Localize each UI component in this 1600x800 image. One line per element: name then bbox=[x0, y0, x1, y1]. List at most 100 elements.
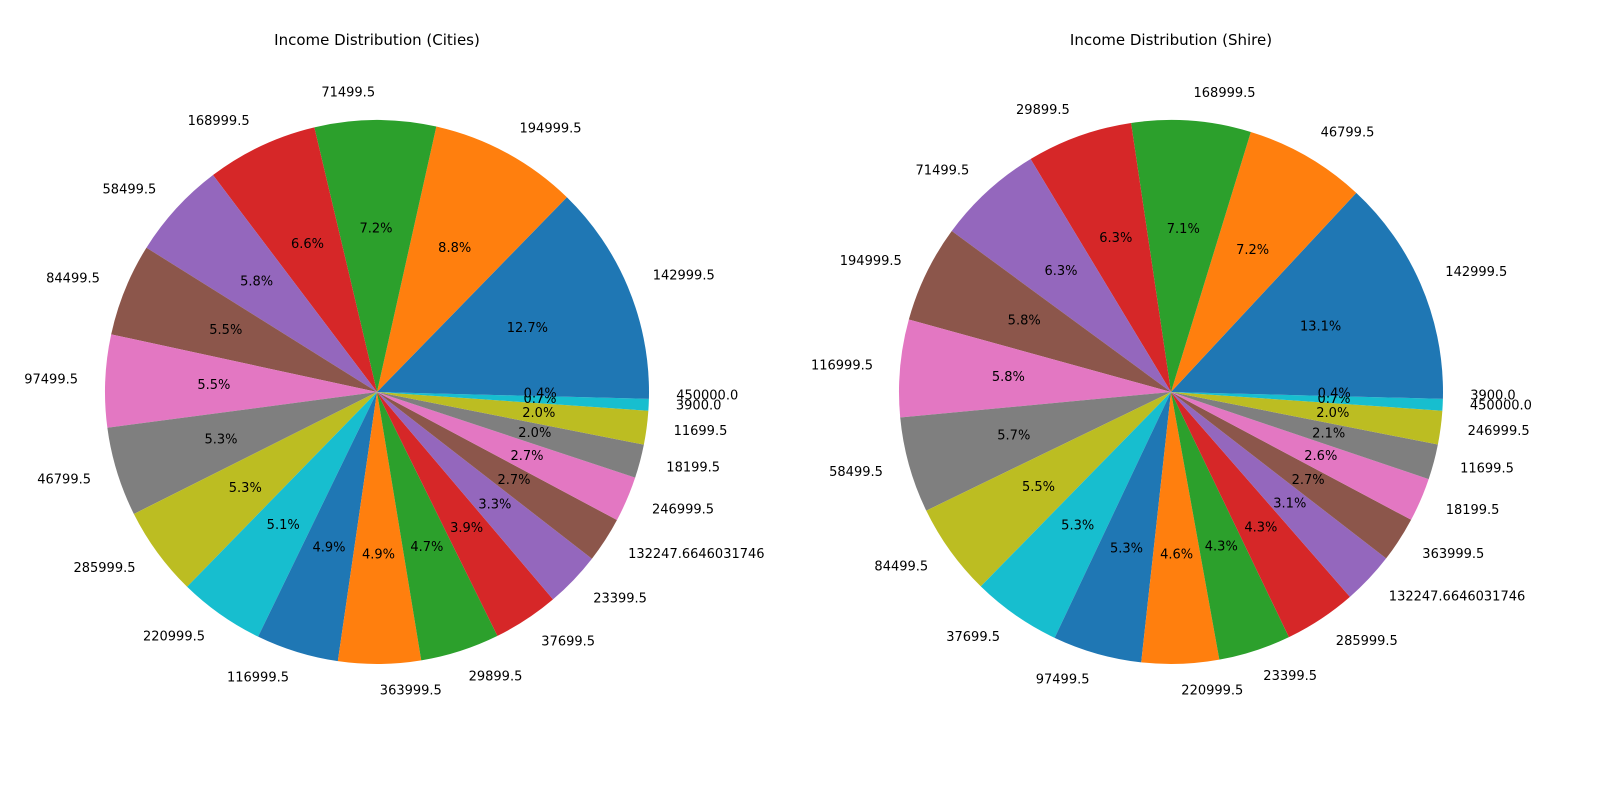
pie-slice bbox=[111, 247, 378, 392]
pie-slice bbox=[1171, 392, 1350, 638]
pie-slice bbox=[104, 334, 378, 428]
pie-slice bbox=[1141, 392, 1220, 664]
pie-slice bbox=[146, 175, 377, 392]
slice-label: 363999.5 bbox=[1422, 547, 1484, 562]
slice-label: 116999.5 bbox=[811, 358, 873, 373]
pie-slice bbox=[1171, 392, 1443, 445]
slice-label: 132247.6646031746 bbox=[628, 547, 764, 562]
slice-percent-label: 8.8% bbox=[438, 241, 471, 256]
slice-percent-label: 5.1% bbox=[267, 518, 300, 533]
pie-slice bbox=[377, 392, 617, 559]
slice-label: 132247.6646031746 bbox=[1389, 590, 1525, 605]
slice-percent-label: 2.0% bbox=[522, 406, 555, 421]
slice-label: 116999.5 bbox=[227, 671, 289, 686]
slice-label: 23399.5 bbox=[1263, 669, 1317, 684]
slice-label: 11699.5 bbox=[674, 424, 728, 439]
slice-label: 46799.5 bbox=[37, 473, 91, 488]
slice-label: 3900.0 bbox=[676, 399, 722, 414]
slice-label: 246999.5 bbox=[652, 503, 714, 518]
chart-title-shire: Income Distribution (Shire) bbox=[1070, 31, 1272, 49]
slice-percent-label: 3.3% bbox=[478, 497, 511, 512]
pie-slice bbox=[377, 392, 592, 600]
slice-percent-label: 5.3% bbox=[229, 481, 262, 496]
slice-percent-label: 5.8% bbox=[1008, 313, 1041, 328]
slice-percent-label: 4.6% bbox=[1160, 548, 1193, 563]
slice-percent-label: 5.3% bbox=[1110, 542, 1143, 557]
slice-percent-label: 4.3% bbox=[1244, 521, 1277, 536]
slice-percent-label: 4.3% bbox=[1205, 540, 1238, 555]
pie-chart-shire: Income Distribution (Shire) 142999.5 13.1… bbox=[811, 31, 1532, 699]
slice-label: 285999.5 bbox=[73, 561, 135, 576]
slice-label: 285999.5 bbox=[1336, 634, 1398, 649]
slice-label: 18199.5 bbox=[1446, 503, 1500, 518]
slice-percent-label: 5.5% bbox=[197, 378, 230, 393]
pie-slice bbox=[908, 231, 1171, 392]
slice-percent-label: 6.3% bbox=[1099, 231, 1132, 246]
slice-label: 84499.5 bbox=[46, 272, 100, 287]
slice-percent-label: 3.9% bbox=[450, 521, 483, 536]
pie-slice bbox=[926, 392, 1171, 587]
slice-percent-label: 4.7% bbox=[410, 540, 443, 555]
pie-slice bbox=[1171, 192, 1443, 392]
pie-slice bbox=[377, 392, 649, 411]
slice-percent-label: 3.1% bbox=[1273, 496, 1306, 511]
slice-percent-label: 5.8% bbox=[240, 274, 273, 289]
pie-slice bbox=[187, 392, 377, 637]
slice-label: 29899.5 bbox=[1016, 103, 1070, 118]
slice-label: 220999.5 bbox=[1181, 684, 1243, 699]
slice-label: 71499.5 bbox=[321, 85, 375, 100]
slice-label: 37699.5 bbox=[541, 635, 595, 650]
pie-slice bbox=[107, 392, 378, 514]
slice-percent-label: 4.9% bbox=[362, 548, 395, 563]
slice-percent-label: 0.4% bbox=[1318, 387, 1351, 402]
pie-slice bbox=[377, 126, 567, 393]
slice-percent-label: 2.0% bbox=[1316, 406, 1349, 421]
pie-slice bbox=[213, 127, 377, 392]
slice-percent-label: 12.7% bbox=[507, 321, 548, 336]
slice-percent-label: 7.2% bbox=[359, 221, 392, 236]
slice-label: 450000.0 bbox=[1470, 399, 1532, 414]
slice-percent-label: 5.5% bbox=[1022, 480, 1055, 495]
slice-label: 58499.5 bbox=[103, 182, 157, 197]
slice-percent-label: 5.7% bbox=[997, 429, 1030, 444]
pie-slice bbox=[980, 392, 1171, 638]
slice-percent-label: 7.2% bbox=[1236, 243, 1269, 258]
pie-slice bbox=[314, 120, 437, 393]
slice-label: 246999.5 bbox=[1468, 424, 1530, 439]
pie-slice bbox=[377, 392, 649, 399]
slice-label: 18199.5 bbox=[666, 461, 720, 476]
pie-slice bbox=[377, 392, 553, 636]
slice-percent-label: 13.1% bbox=[1300, 319, 1341, 334]
slice-label: 29899.5 bbox=[469, 669, 523, 684]
pie-slice bbox=[377, 197, 649, 392]
pie-slice bbox=[377, 392, 649, 445]
pie-slice bbox=[1171, 392, 1387, 597]
slice-percent-label: 5.5% bbox=[209, 323, 242, 338]
slice-percent-label: 6.6% bbox=[291, 237, 324, 252]
slice-label: 168999.5 bbox=[1194, 86, 1256, 101]
slice-label: 23399.5 bbox=[593, 591, 647, 606]
slice-label: 97499.5 bbox=[1036, 672, 1090, 687]
chart-title-cities: Income Distribution (Cities) bbox=[274, 31, 480, 49]
slice-percent-label: 7.1% bbox=[1167, 222, 1200, 237]
slice-percent-label: 4.9% bbox=[312, 541, 345, 556]
pie-slice bbox=[258, 392, 377, 662]
pie-slice bbox=[1054, 392, 1171, 663]
pie-slice bbox=[377, 392, 498, 661]
pie-slice bbox=[1171, 392, 1443, 411]
slice-percent-label: 5.3% bbox=[204, 433, 237, 448]
pie-slice bbox=[377, 392, 644, 478]
pie-slice bbox=[1030, 122, 1171, 392]
slice-label: 71499.5 bbox=[916, 164, 970, 179]
slice-percent-label: 2.1% bbox=[1312, 427, 1345, 442]
slice-label: 58499.5 bbox=[829, 465, 883, 480]
slice-label: 194999.5 bbox=[840, 254, 902, 269]
slice-percent-label: 0.4% bbox=[524, 387, 557, 402]
slice-label: 11699.5 bbox=[1460, 462, 1514, 477]
slice-label: 37699.5 bbox=[946, 630, 1000, 645]
slice-label: 142999.5 bbox=[653, 268, 715, 283]
pie-slice bbox=[898, 319, 1171, 418]
slice-label: 142999.5 bbox=[1445, 265, 1507, 280]
slice-label: 220999.5 bbox=[143, 629, 205, 644]
slice-percent-label: 6.3% bbox=[1044, 264, 1077, 279]
